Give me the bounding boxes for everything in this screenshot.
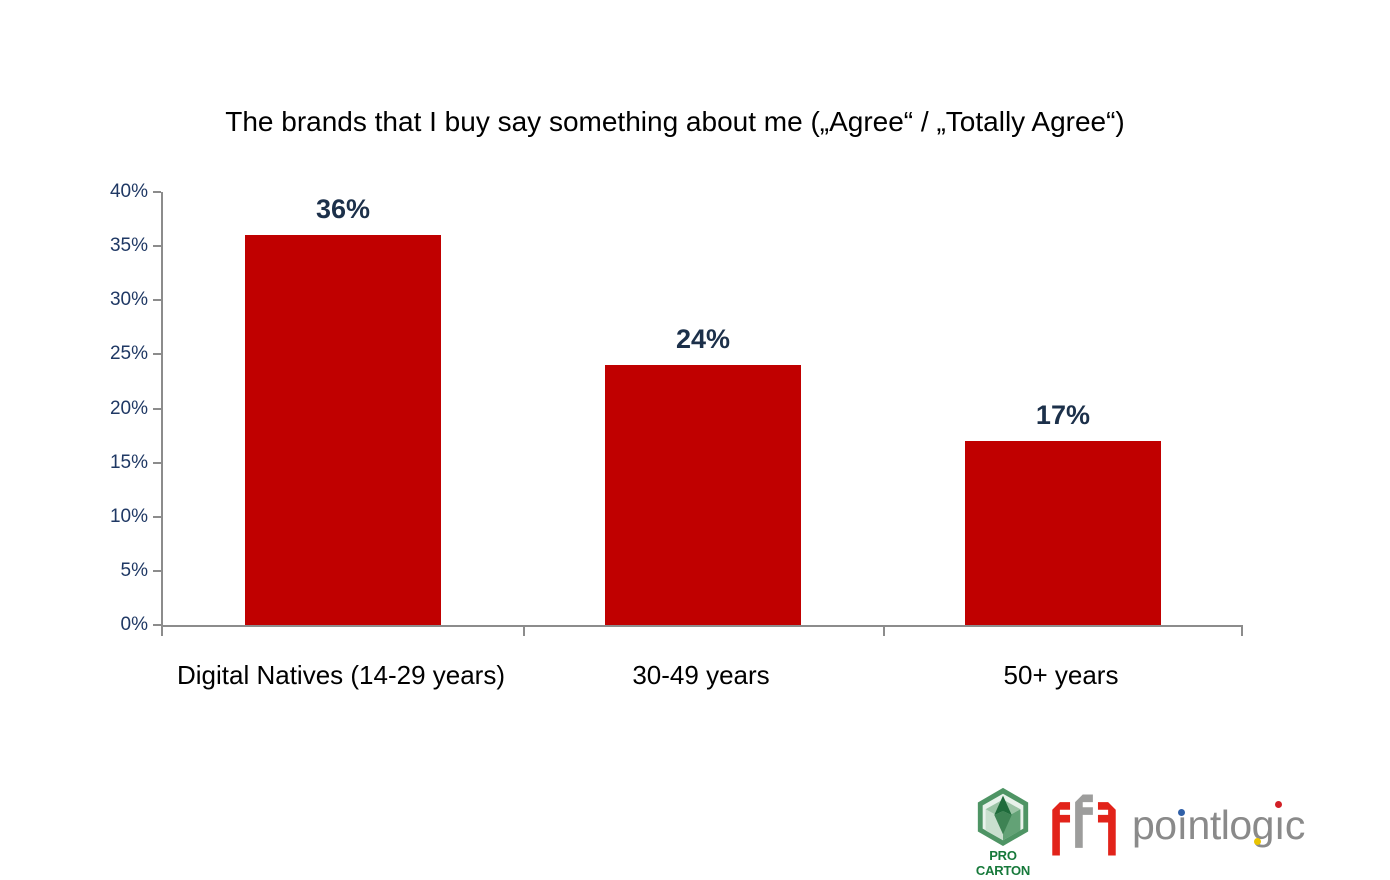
ffi-letters-icon <box>1048 794 1120 862</box>
y-tick-label: 15% <box>109 451 148 473</box>
x-tick-mark <box>883 627 885 636</box>
y-tick-label: 10% <box>109 505 148 527</box>
pro-carton-label: PRO CARTON <box>975 848 1031 878</box>
y-tick-label: 5% <box>120 559 148 581</box>
x-tick-mark <box>522 627 525 636</box>
y-tick-label: 30% <box>109 289 148 311</box>
plot-area: 40% 35% 30% 25% 20% 15% 10% 5% 0% 36% 24… <box>110 181 1243 636</box>
y-tick-label: 20% <box>109 397 148 419</box>
pointlogic-logo: poı ntlogı c <box>1132 796 1305 858</box>
pointlogic-text: ntl <box>1187 802 1230 848</box>
x-tick-mark <box>1241 627 1243 636</box>
y-tick-mark <box>153 624 161 626</box>
y-tick-mark <box>153 353 161 356</box>
bar-value-label: 36% <box>315 194 371 225</box>
pointlogic-text: c <box>1284 802 1306 848</box>
bar-30-49-years <box>605 365 801 625</box>
category-label-30-49-years: 30-49 years <box>632 660 770 690</box>
y-tick-label: 25% <box>109 343 148 365</box>
y-tick-mark <box>153 515 161 518</box>
pointlogic-i-blue: ı <box>1176 802 1188 848</box>
pointlogic-text: po <box>1132 802 1177 848</box>
y-tick-mark <box>153 461 161 464</box>
chart-title: The brands that I buy say something abou… <box>225 106 1125 137</box>
y-tick-mark <box>153 569 161 572</box>
y-tick-label: 0% <box>120 614 148 635</box>
hexagon-cube-arrow-icon <box>971 787 1035 850</box>
ffi-logo <box>1048 792 1120 863</box>
pro-carton-logo: PRO CARTON <box>961 786 1045 878</box>
category-label-digital-natives: Digital Natives (14-29 years) <box>176 660 505 690</box>
category-label-50-plus-years: 50+ years <box>1003 660 1119 690</box>
x-axis-category-labels: Digital Natives (14-29 years) 30-49 year… <box>161 660 1241 691</box>
bar-value-label: 24% <box>675 324 730 355</box>
y-tick-label: 35% <box>109 235 148 257</box>
bar-50-plus-years <box>965 440 1161 625</box>
y-tick-mark <box>153 245 161 248</box>
pointlogic-text: og <box>1229 802 1274 848</box>
blue-dot-icon <box>1177 809 1185 816</box>
y-tick-mark <box>153 299 161 302</box>
x-tick-mark <box>161 627 163 636</box>
yellow-dot-icon <box>1254 838 1261 845</box>
y-tick-label: 40% <box>109 181 148 202</box>
bar-value-label: 17% <box>1035 399 1090 430</box>
bar-digital-natives <box>245 235 441 625</box>
pointlogic-i-red: ı <box>1273 801 1285 848</box>
y-tick-mark <box>153 191 161 193</box>
red-dot-icon <box>1274 801 1282 808</box>
y-tick-mark <box>153 407 161 410</box>
